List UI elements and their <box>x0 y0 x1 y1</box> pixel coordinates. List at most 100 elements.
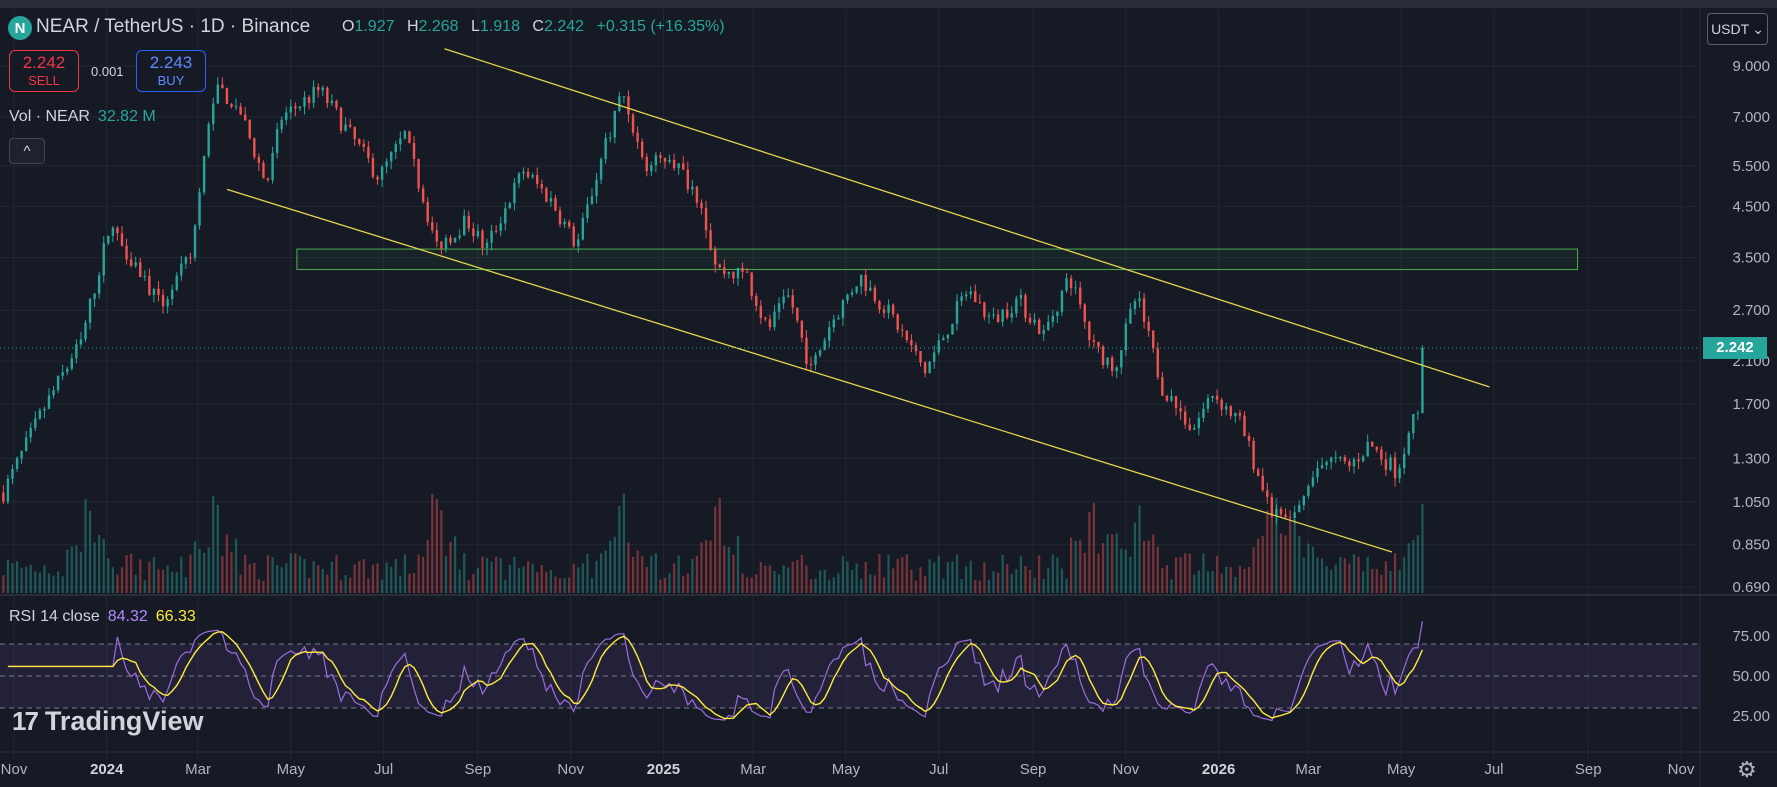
candle <box>828 320 831 348</box>
candle-body <box>1024 295 1027 318</box>
candle <box>974 284 977 303</box>
top-strip <box>0 0 1777 8</box>
candle-body <box>11 468 14 479</box>
rsi-legend[interactable]: RSI 14 close 84.32 66.33 <box>9 608 196 626</box>
rsi-tick-label: 25.00 <box>1732 708 1770 725</box>
candle-body <box>330 100 334 104</box>
candle-body <box>891 304 895 315</box>
sell-button[interactable]: 2.242 SELL <box>9 50 79 92</box>
volume-bar <box>860 578 863 593</box>
candle-body <box>805 337 808 365</box>
candle-body <box>1028 317 1032 323</box>
candle-body <box>887 304 890 313</box>
candle <box>24 430 28 452</box>
candle-body <box>184 257 188 264</box>
volume-bar <box>248 564 251 593</box>
volume-bar <box>919 567 922 593</box>
candle-body <box>348 124 352 127</box>
candle <box>1389 454 1392 472</box>
candle <box>458 229 461 241</box>
candle <box>759 300 763 325</box>
candle <box>1225 402 1228 416</box>
volume-bar <box>600 553 603 593</box>
close-key: C <box>532 18 544 35</box>
candle <box>52 386 55 399</box>
candle <box>1357 452 1360 470</box>
volume-bar <box>1279 533 1283 593</box>
candle-body <box>741 267 744 272</box>
currency-selector[interactable]: USDT ⌄ <box>1707 13 1768 45</box>
collapse-legend-button[interactable]: ^ <box>9 138 45 164</box>
volume-bar <box>1403 557 1406 593</box>
volume-bar <box>230 551 233 593</box>
volume-bar <box>20 567 23 593</box>
candle <box>184 255 188 269</box>
volume-bar <box>1398 569 1401 593</box>
candle <box>431 216 434 234</box>
candle <box>522 167 525 180</box>
candle <box>508 201 512 209</box>
volume-bar <box>1298 536 1301 593</box>
candle-body <box>129 259 133 266</box>
candle-body <box>79 339 83 345</box>
volume-bar <box>1270 503 1273 593</box>
volume-bar <box>116 574 119 593</box>
candle-body <box>650 165 653 172</box>
candle <box>444 234 448 253</box>
settings-gear-icon[interactable]: ⚙ <box>1737 757 1757 782</box>
candle <box>1170 389 1173 403</box>
candle <box>257 153 261 172</box>
volume-bar <box>198 548 201 593</box>
tradingview-logo: 17 TradingView <box>12 706 203 737</box>
volume-bar <box>371 564 375 593</box>
volume-bar <box>1065 578 1068 593</box>
time-tick-label: Sep <box>1575 761 1602 778</box>
candle <box>1037 317 1041 335</box>
candle-body <box>1006 309 1009 318</box>
candle-body <box>20 450 23 459</box>
candle <box>490 224 493 251</box>
candle-body <box>841 300 845 318</box>
candle-body <box>139 262 142 277</box>
volume-bar <box>1142 540 1146 593</box>
volume-bar <box>130 553 133 593</box>
volume-bar <box>376 563 379 593</box>
price-tick-label: 5.500 <box>1732 158 1770 175</box>
candle <box>1156 342 1159 380</box>
candle <box>298 105 302 112</box>
volume-bar <box>148 561 151 593</box>
candle-body <box>1284 514 1287 518</box>
volume-bar <box>910 569 913 593</box>
volume-bar <box>1293 519 1296 593</box>
volume-bar <box>677 555 680 593</box>
volume-bar <box>873 575 876 593</box>
candle <box>34 411 37 431</box>
candle-body <box>691 186 694 190</box>
symbol-title[interactable]: NEAR / TetherUS · 1D · Binance <box>36 16 311 37</box>
candle <box>914 342 918 356</box>
candle <box>1270 492 1274 519</box>
candle <box>476 224 480 239</box>
candle-body <box>796 307 799 321</box>
candle <box>230 102 233 109</box>
candle-body <box>567 221 571 227</box>
time-axis: Nov 2024 Mar May Jul Sep Nov 2025 Mar May Jul Sep No… <box>1 761 1695 778</box>
candle-body <box>526 171 530 177</box>
candle-body <box>1361 456 1365 462</box>
volume-bar <box>1416 535 1419 593</box>
buy-button[interactable]: 2.243 BUY <box>136 50 206 92</box>
candle-body <box>1179 408 1182 412</box>
candle <box>1234 412 1237 423</box>
candle <box>1366 434 1369 457</box>
candle-body <box>421 188 425 202</box>
volume-bar <box>960 579 963 593</box>
volume-bar <box>1147 540 1150 593</box>
candle <box>440 240 443 255</box>
candle <box>691 180 694 196</box>
volume-bar <box>207 547 210 593</box>
candle-body <box>846 294 849 301</box>
candle <box>1161 371 1164 397</box>
volume-legend[interactable]: Vol · NEAR 32.82 M <box>9 108 156 126</box>
candle-body <box>61 372 64 376</box>
